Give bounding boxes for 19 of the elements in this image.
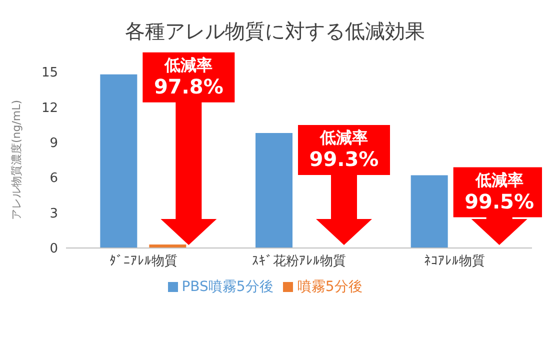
annotation: 低減率 99.5% — [464, 170, 534, 214]
y-tick-label: 6 — [50, 171, 58, 186]
x-tick-label: ﾈｺｱﾚﾙ物質 — [424, 254, 485, 270]
annotation: 低減率 97.8% — [154, 55, 224, 98]
y-tick-label: 12 — [41, 100, 58, 116]
y-tick-label: 3 — [50, 206, 58, 222]
bar — [100, 74, 138, 248]
legend-label: PBS噴霧5分後 — [182, 279, 274, 295]
y-tick-label: 9 — [50, 136, 58, 152]
annotation: 低減率 99.3% — [309, 128, 379, 172]
x-tick-label: ﾀﾞﾆｱﾚﾙ物質 — [110, 254, 178, 270]
y-axis-title: アレル物質濃度(ng/mL) — [10, 100, 23, 220]
y-tick-label: 0 — [50, 242, 58, 257]
chart-title: 各種アレル物質に対する低減効果 — [124, 18, 426, 45]
bar — [256, 133, 293, 248]
bar — [410, 175, 448, 248]
y-tick-label: 15 — [41, 66, 58, 81]
x-tick-label: ｽｷﾞ花粉ｱﾚﾙ物質 — [252, 254, 346, 270]
legend-label: 噴霧5分後 — [297, 279, 362, 295]
